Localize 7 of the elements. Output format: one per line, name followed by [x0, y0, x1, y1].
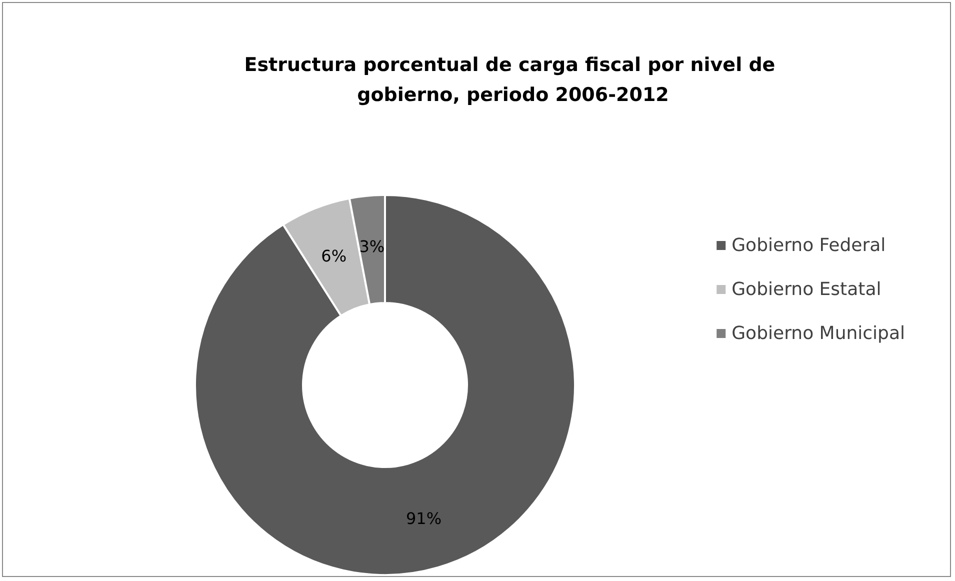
- chart-title: Estructura porcentual de carga fiscal por nivel de gobierno, periodo 2006-2012: [244, 54, 782, 106]
- data-label: 91%: [406, 508, 442, 528]
- legend-label: Gobierno Estatal: [732, 279, 882, 300]
- legend-label: Gobierno Federal: [732, 235, 886, 256]
- legend-label: Gobierno Municipal: [732, 323, 905, 344]
- data-label: 3%: [359, 237, 385, 256]
- data-label: 6%: [321, 246, 347, 266]
